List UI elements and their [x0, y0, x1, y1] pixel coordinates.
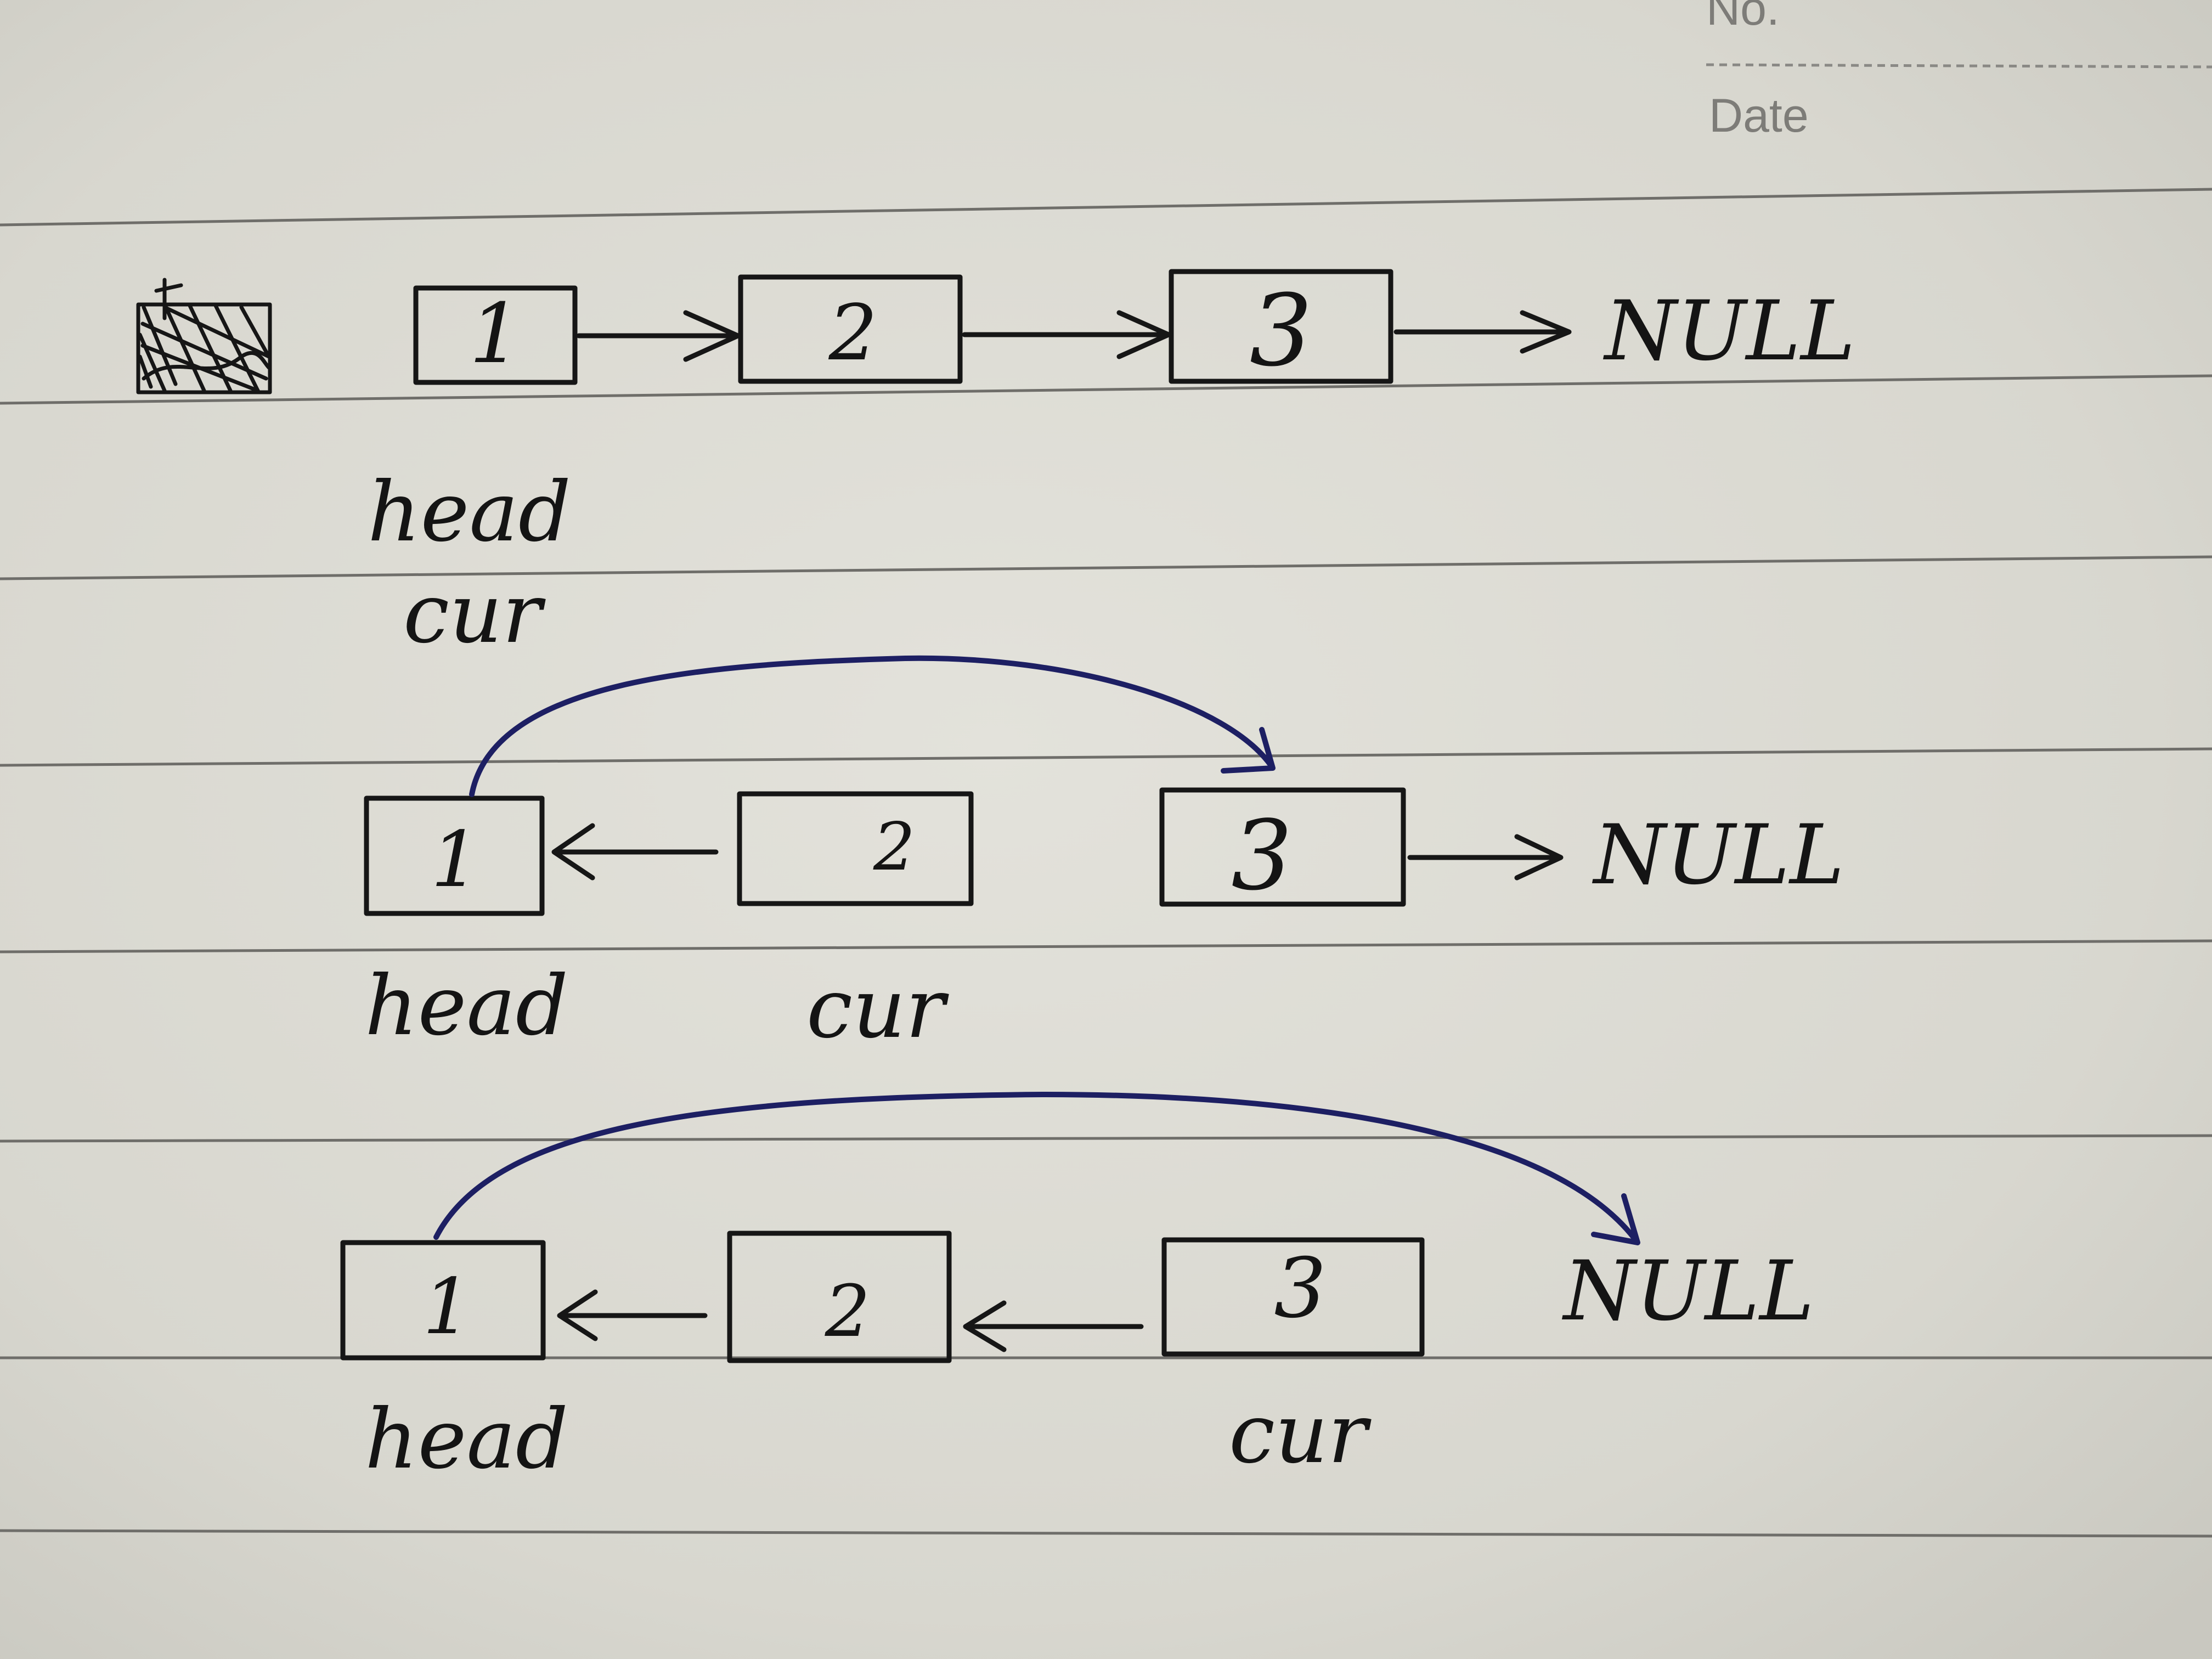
node-row2-3: 3 — [1159, 787, 1406, 912]
reversed-arrow — [551, 823, 719, 881]
diagram-row-1: 1 2 3 NULL head cur — [136, 269, 1855, 662]
node-box — [1169, 269, 1393, 384]
cur-pointer-label: cur — [1229, 1386, 1372, 1482]
node-box — [340, 1240, 546, 1361]
date-label: Date — [1709, 89, 1809, 142]
node-value: 3 — [1274, 1241, 1326, 1336]
node-row3-3: 3 — [1161, 1237, 1425, 1357]
next-arrow — [576, 310, 741, 362]
struck-out-word — [136, 278, 272, 394]
node-box — [727, 1231, 952, 1363]
reversed-arrow — [557, 1289, 708, 1341]
cur-pointer-label: cur — [403, 566, 546, 662]
reversed-arrow — [963, 1300, 1144, 1352]
cur-pointer-label: cur — [806, 961, 950, 1057]
no-label: No. — [1706, 0, 1780, 35]
head-pointer-label: head — [365, 958, 568, 1054]
node-row1-2: 2 — [738, 274, 963, 384]
next-arrow — [962, 310, 1171, 359]
node-box — [1161, 1237, 1425, 1357]
node-row3-1: 1 — [340, 1240, 546, 1361]
node-box — [738, 274, 963, 384]
page-header: No. Date — [1706, 0, 2212, 142]
node-value: 1 — [469, 286, 521, 382]
null-terminal: NULL — [1592, 808, 1844, 903]
node-value: 2 — [825, 1269, 871, 1353]
next-arrow — [1407, 834, 1564, 881]
node-value: 2 — [828, 289, 877, 378]
node-value: 1 — [422, 1262, 471, 1352]
head-pointer-label: head — [368, 465, 571, 560]
head-pointer-label: head — [365, 1392, 568, 1487]
node-value: 3 — [1231, 800, 1292, 912]
node-box — [737, 791, 974, 906]
diagram-row-3: 1 2 3 NULL head cur — [340, 1092, 1814, 1487]
head-to-null-link — [433, 1092, 1640, 1245]
node-row1-1: 1 — [413, 285, 578, 385]
diagram-row-2: 1 2 3 NULL head cur — [364, 655, 1844, 1057]
null-terminal: NULL — [1562, 1244, 1814, 1339]
node-value: 3 — [1250, 274, 1313, 388]
null-terminal: NULL — [1603, 284, 1855, 379]
node-box — [1159, 787, 1406, 907]
node-box — [364, 795, 545, 916]
no-dashed-line — [1706, 63, 2212, 69]
node-row3-2: 2 — [727, 1231, 952, 1363]
node-row2-1: 1 — [364, 795, 545, 916]
node-row2-2: 2 — [737, 791, 974, 906]
node-value: 1 — [431, 815, 479, 905]
node-value: 2 — [873, 809, 915, 885]
node-row1-3: 3 — [1169, 269, 1393, 388]
head-to-node3-link — [469, 655, 1276, 797]
next-arrow — [1393, 310, 1572, 354]
node-box — [413, 285, 578, 385]
